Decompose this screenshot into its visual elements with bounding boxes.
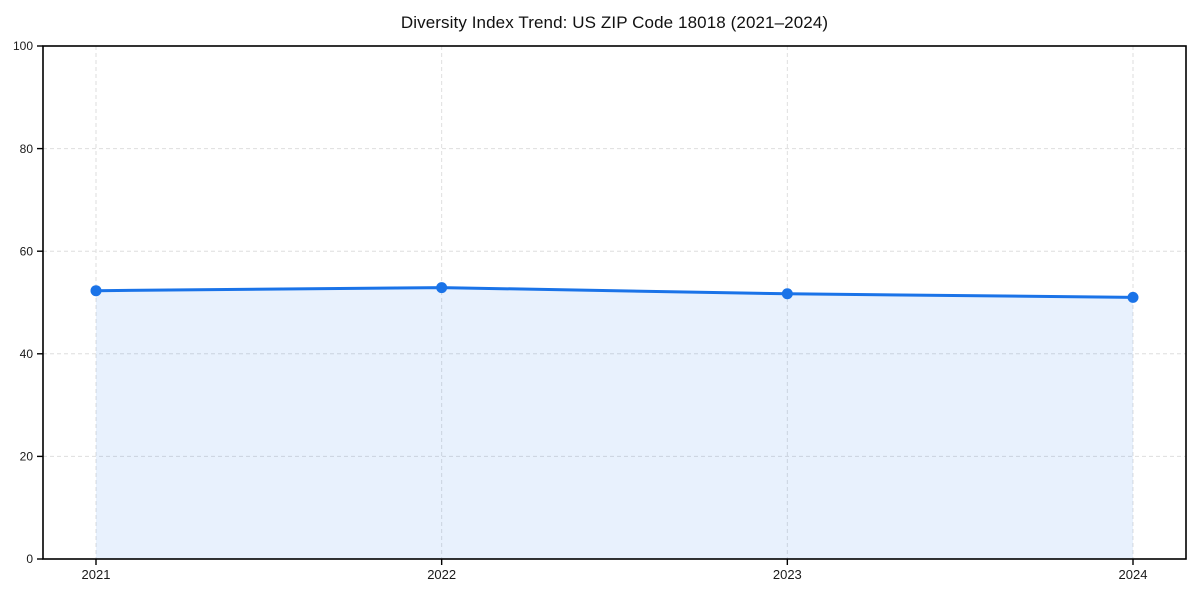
- chart-title: Diversity Index Trend: US ZIP Code 18018…: [400, 13, 829, 32]
- area-fill: [96, 287, 1133, 559]
- x-tick-label: 2022: [427, 567, 456, 582]
- x-tick-label: 2023: [773, 567, 802, 582]
- y-tick-label: 80: [20, 142, 34, 156]
- y-tick-label: 60: [20, 244, 34, 258]
- trend-line: [94, 286, 1135, 299]
- x-tick-label: 2021: [82, 567, 111, 582]
- y-tick-label: 20: [20, 450, 34, 464]
- y-tick-label: 0: [26, 552, 33, 566]
- data-point: [90, 285, 102, 297]
- data-point: [1127, 291, 1139, 303]
- data-point: [781, 288, 793, 300]
- data-point: [436, 282, 448, 294]
- y-tick-label: 40: [20, 347, 34, 361]
- x-tick-label: 2024: [1119, 567, 1148, 582]
- y-tick-label: 100: [13, 39, 33, 53]
- plot-spines: [42, 45, 1187, 560]
